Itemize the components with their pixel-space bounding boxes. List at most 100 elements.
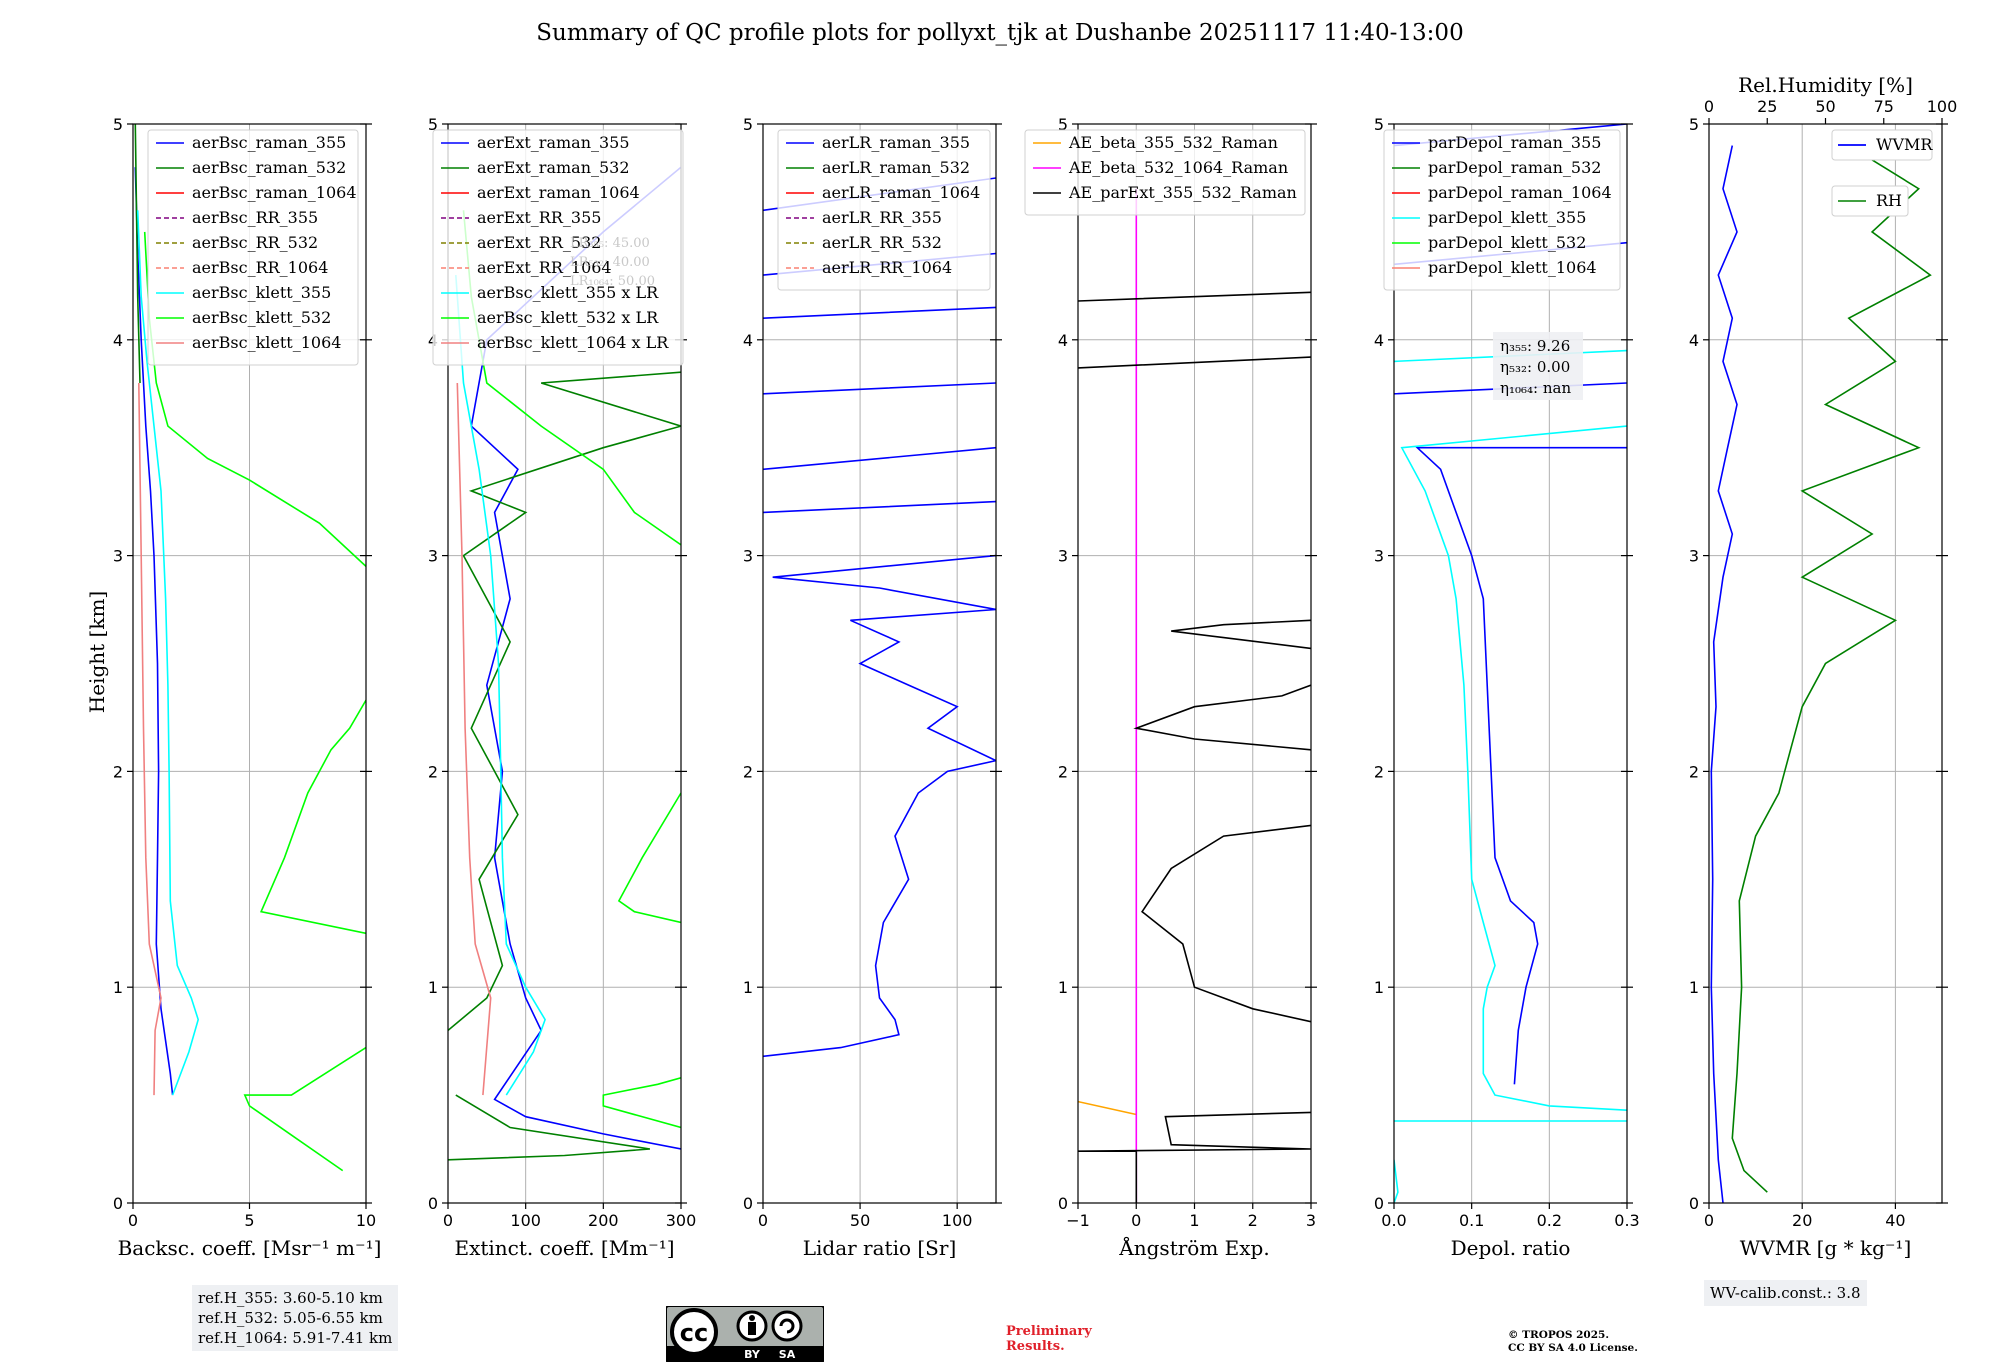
y-tick-label: 2: [743, 762, 753, 781]
series-line-pardepol-klett-355: [1394, 349, 1627, 1203]
x-tick-label: 100: [942, 1211, 973, 1230]
legend-label: aerExt_RR_532: [477, 233, 601, 252]
svg-text:cc: cc: [680, 1319, 708, 1347]
legend-box: [1831, 129, 1933, 161]
x-tick-label: −1: [1066, 1211, 1090, 1230]
top-x-tick-label: 100: [1927, 97, 1958, 116]
legend-label: parDepol_klett_1064: [1428, 258, 1597, 277]
y-tick-label: 5: [1689, 115, 1699, 134]
legend-label: aerBsc_raman_532: [192, 158, 346, 177]
eta-value: η₃₅₅: 9.26: [1500, 337, 1570, 355]
x-tick-label: 100: [510, 1211, 541, 1230]
x-tick-label: 0: [128, 1211, 138, 1230]
x-tick-label: 0.3: [1614, 1211, 1639, 1230]
legend-label: AE_parExt_355_532_Raman: [1068, 183, 1297, 202]
legend-label: aerExt_raman_532: [477, 158, 630, 177]
y-tick-label: 3: [1689, 547, 1699, 566]
legend-ext: aerExt_raman_355 aerExt_raman_532 aerExt_r…: [432, 129, 684, 366]
cc-sa-label: SA: [779, 1348, 796, 1361]
x-tick-label: 3: [1306, 1211, 1316, 1230]
lidar-ratio-value: LR₁₀₆₄: 50.00: [570, 274, 655, 289]
series-line-aerbsc-klett-1064-x-lr: [456, 382, 492, 1096]
legend-lr: aerLR_raman_355 aerLR_raman_532 aerLR_rama…: [777, 129, 991, 291]
legend-label: aerBsc_raman_355: [192, 133, 346, 152]
y-tick-label: 5: [743, 115, 753, 134]
series-line-aerbsc-klett-1064: [138, 382, 162, 1096]
eta-box-bg: [1493, 332, 1583, 400]
series-group-bsc: [134, 124, 366, 1172]
y-tick-label: 1: [113, 978, 123, 997]
y-tick-label: 2: [1374, 762, 1384, 781]
legend-label: aerExt_RR_1064: [477, 258, 612, 277]
wv-calibration-constant: WV-calib.const.: 3.8: [1710, 1284, 1861, 1302]
ref-height-532: ref.H_532: 5.05-6.55 km: [198, 1309, 383, 1327]
y-tick-label: 4: [1374, 331, 1384, 350]
series-group-wv: [1710, 144, 1932, 1203]
chart-panel-wv: 0 20 40 0 1 2 3 4 5 WVMR [g * kg⁻¹] 0 25 50 75 100 Rel.…: [1689, 73, 1957, 1260]
x-axis-label-depol: Depol. ratio: [1451, 1236, 1571, 1260]
legend-label: aerBsc_klett_1064 x LR: [477, 333, 669, 352]
reference-height-box: ref.H_355: 3.60-5.10 km ref.H_532: 5.05-…: [192, 1285, 399, 1351]
y-tick-label: 5: [428, 115, 438, 134]
legend-label: aerExt_raman_355: [477, 133, 630, 152]
series-line-aerbsc-klett-355-x-lr: [455, 275, 546, 1096]
preliminary-notice: Preliminary Results.: [1006, 1324, 1092, 1354]
y-tick-label: 0: [743, 1194, 753, 1213]
x-tick-label: 0: [1131, 1211, 1141, 1230]
y-tick-label: 4: [1689, 331, 1699, 350]
chart-panel-ext: 0100200300012345Extinct. coeff. [Mm⁻¹]ae…: [428, 115, 696, 1260]
series-line-wvmr: [1710, 145, 1738, 1203]
legend-box: [1024, 129, 1306, 216]
y-tick-label: 3: [1374, 547, 1384, 566]
legend-bsc: aerBsc_raman_355 aerBsc_raman_532 aerBsc_r…: [147, 129, 359, 366]
x-tick-label: 1: [1189, 1211, 1199, 1230]
legend-depol: parDepol_raman_355 parDepol_raman_532 parD…: [1383, 129, 1621, 291]
legend-label: aerBsc_RR_532: [192, 233, 318, 252]
legend-label: aerBsc_RR_1064: [192, 258, 328, 277]
x-tick-label: 0: [443, 1211, 453, 1230]
series-line-aerext-raman-355: [470, 166, 681, 1150]
legend-label: parDepol_klett_532: [1428, 233, 1586, 252]
series-line-rh: [1731, 144, 1932, 1193]
copyright-notice: © TROPOS 2025. CC BY SA 4.0 License.: [1508, 1329, 1638, 1355]
x-axis-label-ae: Ångström Exp.: [1118, 1235, 1269, 1260]
series-group-ae: [1078, 188, 1311, 1203]
page-title: Summary of QC profile plots for pollyxt_…: [536, 20, 1464, 46]
legend-label: aerBsc_klett_1064: [192, 333, 341, 352]
legend-label: aerLR_RR_532: [822, 233, 942, 252]
legend-label: parDepol_raman_355: [1428, 133, 1601, 152]
axes-frame-ext: [447, 123, 682, 1204]
x-axis-label-lr: Lidar ratio [Sr]: [803, 1236, 957, 1260]
chart-panel-lr: 0 50 100 0 1 2 3 4 5 Lidar ratio [Sr] aerLR_raman_…: [743, 115, 1002, 1260]
legend-label: RH: [1876, 191, 1902, 210]
legend-label: WVMR: [1876, 135, 1933, 154]
y-tick-label: 5: [113, 115, 123, 134]
top-x-tick-label: 0: [1704, 97, 1714, 116]
copyright-line-2: CC BY SA 4.0 License.: [1508, 1342, 1638, 1354]
preliminary-line-2: Results.: [1006, 1339, 1065, 1354]
x-tick-label: 40: [1885, 1211, 1905, 1230]
x-tick-label: 2: [1248, 1211, 1258, 1230]
legend-box: [432, 129, 684, 366]
legend-label: aerLR_raman_532: [822, 158, 970, 177]
preliminary-line-1: Preliminary: [1006, 1324, 1092, 1339]
x-axis-label-ext: Extinct. coeff. [Mm⁻¹]: [454, 1236, 674, 1260]
y-tick-label: 1: [1689, 978, 1699, 997]
series-line-aerext-raman-532: [448, 371, 681, 1161]
y-tick-label: 4: [1058, 331, 1068, 350]
x-tick-label: 0.1: [1459, 1211, 1484, 1230]
top-x-tick-label: 50: [1815, 97, 1835, 116]
legend-label: aerBsc_RR_355: [192, 208, 318, 227]
y-tick-label: 3: [743, 547, 753, 566]
top-x-tick-label: 75: [1874, 97, 1894, 116]
cc-by-label: BY: [744, 1348, 761, 1361]
y-tick-label: 5: [1058, 115, 1068, 134]
legend-label: aerLR_raman_355: [822, 133, 970, 152]
legend-box: [1831, 185, 1909, 217]
axes-frame-depol: [1393, 123, 1628, 1204]
series-line-aerbsc-klett-355: [136, 210, 200, 1096]
top-x-axis-label: Rel.Humidity [%]: [1738, 73, 1913, 97]
series-group-ext: [448, 166, 681, 1161]
x-tick-label: 0.2: [1537, 1211, 1562, 1230]
